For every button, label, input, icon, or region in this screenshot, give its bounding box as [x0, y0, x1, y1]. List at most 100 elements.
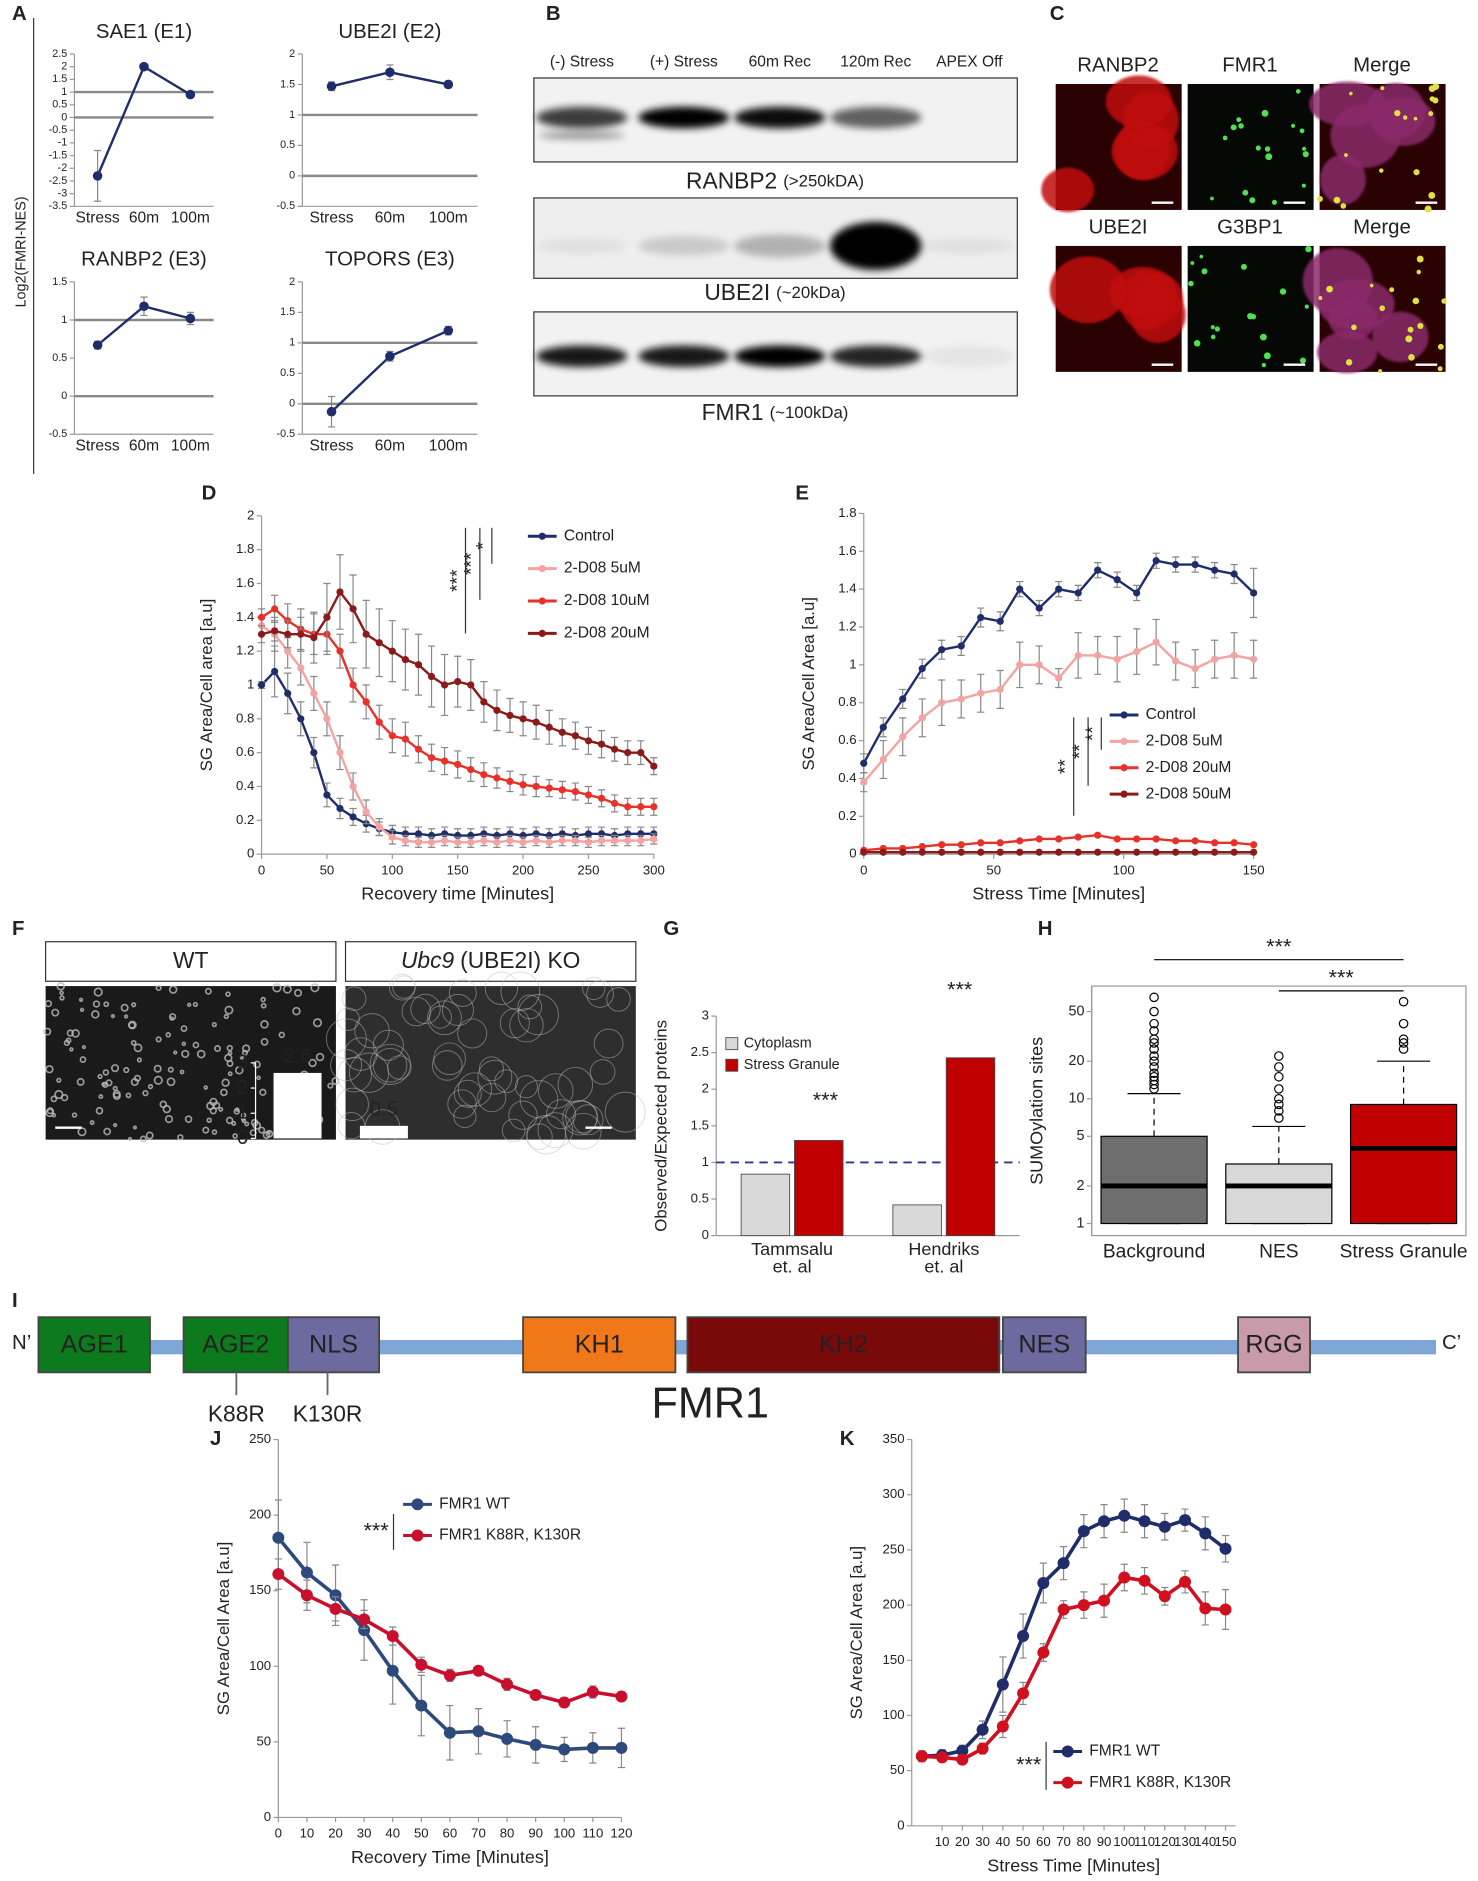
point: [1133, 648, 1141, 656]
speckle: [120, 1003, 129, 1012]
protein-size: (~100kDa): [770, 403, 849, 422]
domain-label: AGE1: [61, 1331, 128, 1359]
point: [271, 627, 279, 635]
legend-label: 2-D08 50uM: [1146, 785, 1232, 802]
legend-marker: [1061, 1745, 1074, 1758]
speckle: [165, 1032, 172, 1038]
point: [1199, 1527, 1212, 1540]
granule: [1301, 146, 1307, 151]
chart-title: UBE2I (E2): [338, 21, 441, 43]
x-tick-label: Stress: [76, 209, 120, 226]
point: [272, 1531, 285, 1544]
lane-label: (+) Stress: [650, 54, 718, 71]
granule: [1394, 109, 1401, 117]
point: [996, 617, 1004, 625]
y-tick-label: 0: [247, 846, 254, 861]
point: [915, 1750, 928, 1763]
point: [1133, 835, 1141, 843]
box: [1349, 1103, 1458, 1225]
bar: [273, 1072, 322, 1139]
x-tick-label: 90: [528, 1826, 543, 1841]
granule: [1349, 91, 1353, 96]
y-tick-label: -2.5: [49, 175, 68, 187]
speckle: [427, 1000, 462, 1036]
point: [1118, 1571, 1131, 1584]
series-line: [921, 1575, 1226, 1762]
speckle: [179, 1069, 185, 1075]
c-terminus: C’: [1442, 1332, 1461, 1354]
outlier: [1149, 1044, 1159, 1054]
point: [1138, 1515, 1151, 1528]
point: [349, 782, 357, 791]
point: [996, 1678, 1009, 1691]
point: [1016, 585, 1024, 593]
speckle: [153, 1075, 163, 1085]
speckle: [372, 1047, 408, 1083]
speckle: [147, 1083, 154, 1090]
blot-band: [734, 234, 826, 258]
granule: [1238, 123, 1244, 129]
point: [272, 1568, 285, 1581]
point: [454, 677, 462, 686]
outlier: [1274, 1093, 1284, 1104]
point: [441, 836, 449, 845]
point: [454, 760, 462, 769]
protein-name: RANBP2: [686, 167, 777, 193]
speckle: [51, 1008, 60, 1017]
point: [414, 838, 423, 846]
y-tick-label: -0.5: [49, 124, 68, 136]
granule: [1351, 324, 1357, 331]
point: [336, 588, 344, 596]
granule: [1340, 203, 1347, 209]
speckle: [310, 983, 320, 993]
point: [375, 639, 383, 647]
point: [310, 749, 318, 757]
granule: [1413, 116, 1418, 121]
domain: [37, 1316, 151, 1374]
point: [624, 803, 632, 811]
point: [938, 841, 946, 849]
speckle: [293, 988, 303, 997]
granule: [1249, 197, 1256, 204]
speckle: [105, 1079, 113, 1087]
box: [1225, 1163, 1333, 1225]
outlier: [1274, 1051, 1284, 1061]
outlier: [1398, 1034, 1409, 1045]
speckle: [586, 980, 614, 1008]
granule: [1305, 245, 1312, 253]
significance: **: [1070, 744, 1091, 759]
point: [586, 1685, 599, 1698]
speckle: [453, 1079, 482, 1108]
point: [977, 613, 985, 622]
legend-marker: [538, 565, 546, 573]
x-tick-label: 100: [553, 1826, 575, 1841]
point: [586, 1741, 599, 1754]
y-tick-label: 0.4: [236, 778, 254, 793]
box: [1100, 1135, 1208, 1225]
granule: [1317, 196, 1323, 202]
micrograph: [1187, 245, 1314, 372]
blot-label: FMR1 (~100kDa): [702, 399, 849, 425]
nucleus: [1105, 75, 1172, 128]
x-tick-label: 10: [935, 1834, 950, 1849]
speckle: [180, 1025, 188, 1032]
point: [358, 1623, 371, 1636]
micrograph: [1187, 83, 1314, 210]
point: [532, 718, 540, 726]
point: [349, 813, 357, 821]
speckle: [224, 1005, 234, 1015]
legend-marker: [411, 1498, 424, 1511]
point: [506, 836, 514, 845]
point: [597, 836, 606, 845]
point: [139, 301, 149, 312]
point: [977, 848, 985, 856]
x-tick-label: 50: [414, 1826, 429, 1841]
speckle: [91, 1010, 100, 1019]
outlier: [1274, 1084, 1284, 1094]
speckle: [59, 990, 64, 996]
speckle: [98, 1094, 104, 1100]
speckle: [93, 987, 103, 997]
x-tick-label: 150: [447, 862, 469, 877]
point: [879, 723, 887, 731]
point: [385, 351, 395, 362]
